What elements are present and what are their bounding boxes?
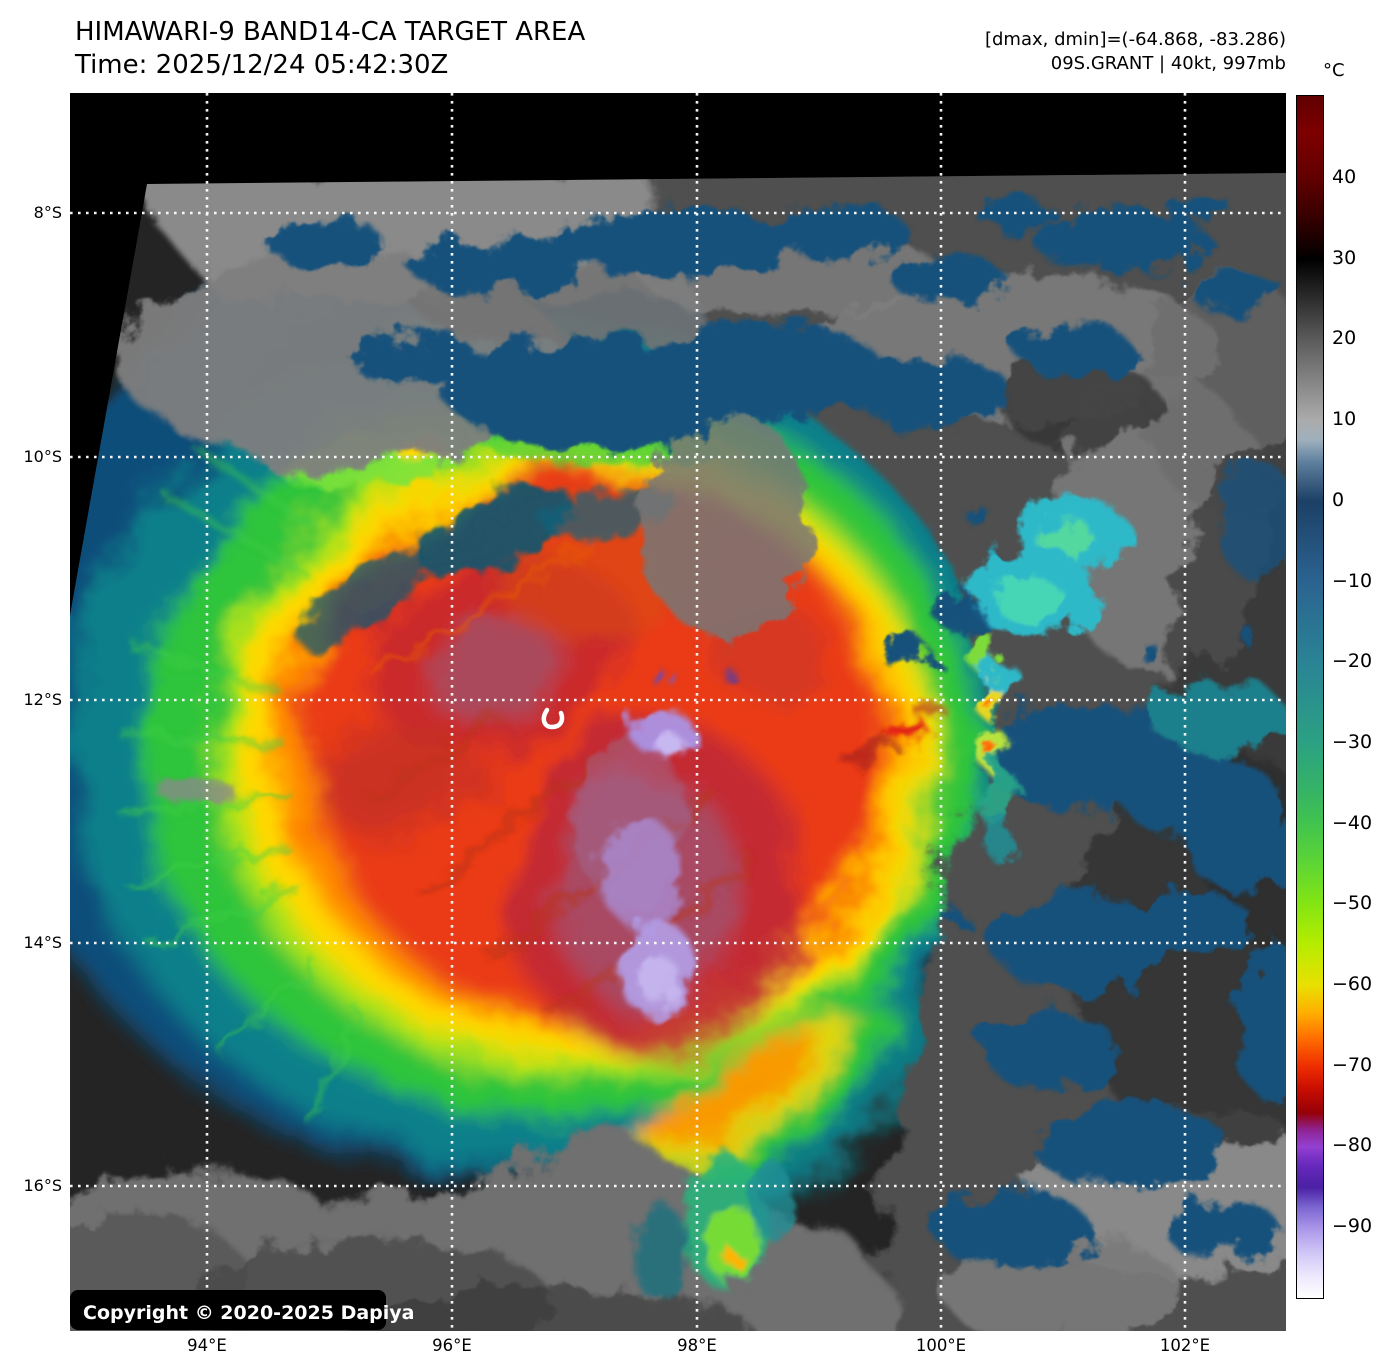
page-title: HIMAWARI-9 BAND14-CA TARGET AREA (75, 17, 586, 47)
lat-label: 10°S (23, 447, 62, 466)
lat-label: 8°S (33, 203, 62, 222)
south-convective-cell (155, 778, 790, 1303)
colorbar-tick: −80 (1332, 1134, 1373, 1156)
lon-label: 102°E (1159, 1336, 1211, 1355)
colorbar-tick: −70 (1332, 1054, 1373, 1076)
storm-info-label: 09S.GRANT | 40kt, 997mb (1050, 53, 1286, 74)
lat-label: 14°S (23, 933, 62, 952)
overshooting-tops (575, 710, 695, 1015)
lon-label: 96°E (432, 1336, 472, 1355)
colorbar-tick: 20 (1332, 327, 1357, 349)
page-title-block: HIMAWARI-9 BAND14-CA TARGET AREA Time: 20… (75, 16, 585, 82)
colorbar-tick: −90 (1332, 1215, 1373, 1237)
colorbar-unit-label: °C (1323, 60, 1345, 81)
satellite-map: Copyright © 2020-2025 Dapiya (70, 93, 1286, 1331)
lon-label: 100°E (915, 1336, 967, 1355)
colorbar-tick: −10 (1332, 570, 1373, 592)
colorbar-tick: 10 (1332, 408, 1357, 430)
colorbar-tick: −50 (1332, 892, 1373, 914)
info-block: [dmax, dmin]=(-64.868, -83.286) 09S.GRAN… (985, 28, 1286, 76)
satellite-image (70, 173, 1286, 1331)
time-label: Time: 2025/12/24 05:42:30Z (75, 50, 449, 80)
graticule-grid (70, 93, 1286, 1331)
colorbar-tick: −60 (1332, 973, 1373, 995)
colorbar-tick: 30 (1332, 247, 1357, 269)
colorbar-tick: −30 (1332, 731, 1373, 753)
colorbar-tick: 0 (1332, 489, 1345, 511)
copyright-text: Copyright © 2020-2025 Dapiya (83, 1302, 414, 1324)
lat-label: 12°S (23, 690, 62, 709)
colorbar-tick: 40 (1332, 166, 1357, 188)
colorbar-tick: −40 (1332, 812, 1373, 834)
dmax-dmin-label: [dmax, dmin]=(-64.868, -83.286) (984, 29, 1286, 50)
lat-label: 16°S (23, 1176, 62, 1195)
colorbar (1296, 95, 1324, 1299)
cyan-convective-cells (967, 495, 1127, 864)
lon-label: 94°E (187, 1336, 227, 1355)
colorbar-tick: −20 (1332, 650, 1373, 672)
lon-label: 98°E (677, 1336, 717, 1355)
storm-center-marker (541, 707, 565, 730)
copyright-badge: Copyright © 2020-2025 Dapiya (70, 1290, 414, 1330)
